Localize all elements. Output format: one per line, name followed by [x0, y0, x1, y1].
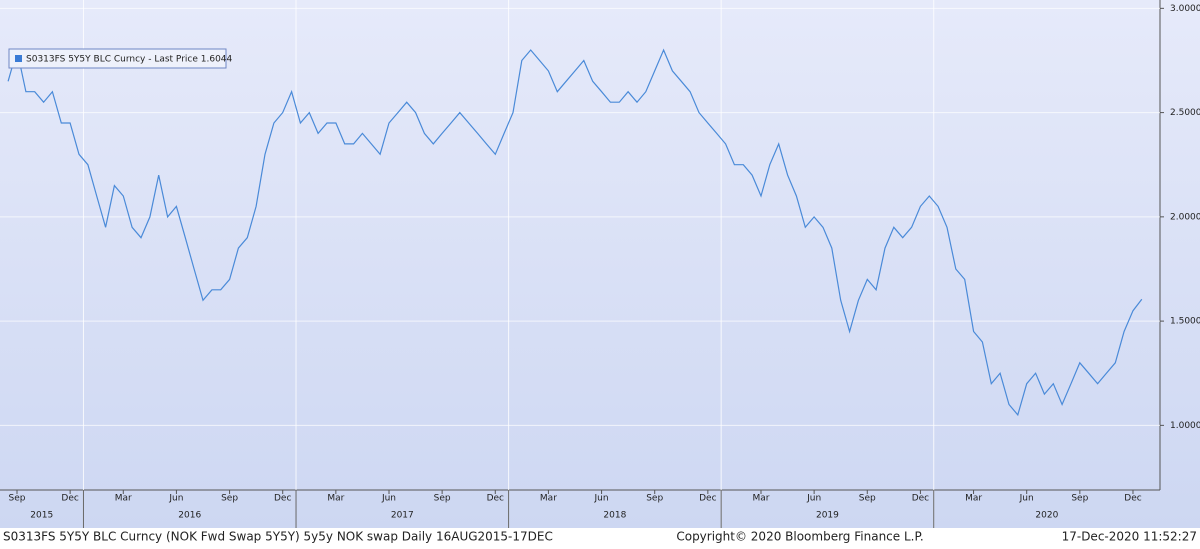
y-tick-label: 1.0000: [1170, 421, 1200, 431]
x-tick-label: Mar: [965, 494, 982, 504]
footer-left: S0313FS 5Y5Y BLC Curncy (NOK Fwd Swap 5Y…: [3, 530, 553, 544]
y-tick-label: 2.0000: [1170, 212, 1200, 222]
x-tick-label: Dec: [487, 494, 504, 504]
x-tick-label: Sep: [434, 494, 451, 504]
year-label: 2017: [391, 511, 414, 521]
x-tick-label: Sep: [859, 494, 876, 504]
year-label: 2018: [603, 511, 626, 521]
footer-right: 17-Dec-2020 11:52:27: [1062, 530, 1197, 544]
year-label: 2019: [816, 511, 839, 521]
price-line: [7, 48, 1143, 417]
x-tick-label: Jun: [594, 494, 609, 504]
x-tick-label: Mar: [540, 494, 557, 504]
x-tick-label: Jun: [168, 494, 183, 504]
x-tick-label: Sep: [9, 494, 26, 504]
x-tick-label: Jun: [381, 494, 396, 504]
x-tick-label: Mar: [115, 494, 132, 504]
x-tick-label: Mar: [327, 494, 344, 504]
legend: S0313FS 5Y5Y BLC Curncy - Last Price 1.6…: [8, 48, 233, 69]
year-label: 2015: [30, 511, 53, 521]
x-tick-label: Dec: [1124, 494, 1141, 504]
y-tick-label: 3.0000: [1170, 4, 1200, 14]
legend-box: [8, 48, 227, 69]
year-label: 2020: [1035, 511, 1058, 521]
y-tick-label: 1.5000: [1170, 317, 1200, 327]
x-tick-label: Jun: [1019, 494, 1034, 504]
legend-swatch: [15, 55, 22, 62]
x-tick-label: Sep: [1071, 494, 1088, 504]
x-tick-label: Sep: [646, 494, 663, 504]
legend-text: S0313FS 5Y5Y BLC Curncy - Last Price 1.6…: [26, 55, 233, 65]
footer-center: Copyright© 2020 Bloomberg Finance L.P.: [676, 530, 923, 544]
x-tick-label: Dec: [699, 494, 716, 504]
x-tick-label: Dec: [274, 494, 291, 504]
x-tick-label: Mar: [752, 494, 769, 504]
x-tick-label: Jun: [806, 494, 821, 504]
x-tick-label: Dec: [61, 494, 78, 504]
year-label: 2016: [178, 511, 201, 521]
x-tick-label: Sep: [221, 494, 238, 504]
plot-background: [0, 0, 1200, 528]
y-tick-label: 2.5000: [1170, 108, 1200, 118]
x-tick-label: Dec: [912, 494, 929, 504]
